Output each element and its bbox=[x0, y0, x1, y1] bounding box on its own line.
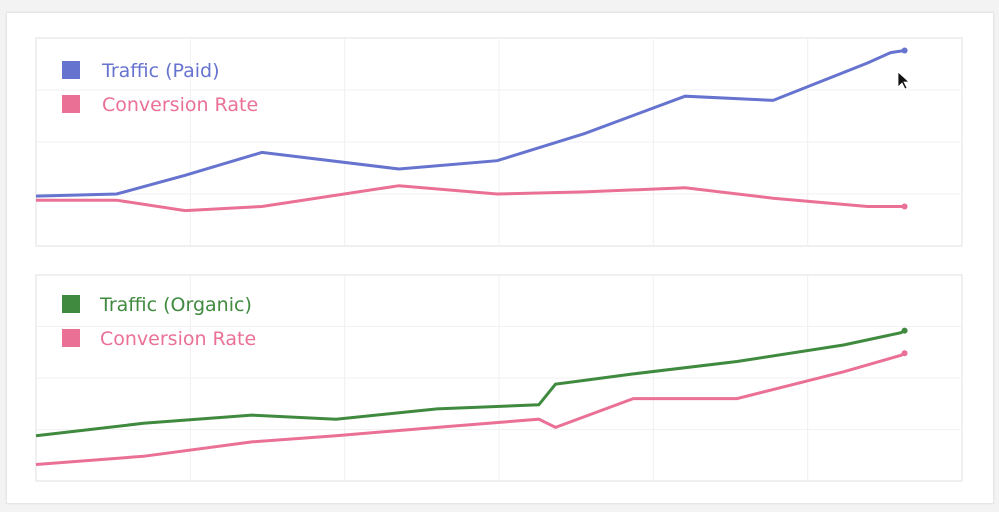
legend-swatch-traffic-paid bbox=[62, 61, 80, 79]
series-line-traffic-paid bbox=[35, 49, 905, 198]
series-endpoint-traffic-organic bbox=[901, 327, 908, 334]
legend-paid: Traffic (Paid) Conversion Rate bbox=[62, 60, 258, 116]
series-line-conversion-rate-organic bbox=[35, 351, 906, 466]
legend-swatch-traffic-organic bbox=[62, 295, 80, 313]
legend-swatch-conversion-rate-organic bbox=[62, 329, 80, 347]
chart-panel-organic: Traffic (Organic) Conversion Rate bbox=[35, 274, 963, 482]
legend-label-conversion-rate-organic: Conversion Rate bbox=[100, 328, 256, 350]
mouse-cursor-icon bbox=[897, 71, 911, 90]
series-endpoint-conversion-rate-organic bbox=[901, 350, 908, 357]
legend-label-traffic-organic: Traffic (Organic) bbox=[99, 294, 252, 316]
legend-label-conversion-rate-paid: Conversion Rate bbox=[102, 94, 258, 116]
chart-grid-organic bbox=[37, 276, 961, 480]
legend-label-traffic-paid: Traffic (Paid) bbox=[101, 60, 220, 82]
legend-organic: Traffic (Organic) Conversion Rate bbox=[62, 294, 256, 350]
legend-swatch-conversion-rate-paid bbox=[62, 95, 80, 113]
chart-panel-paid: Traffic (Paid) Conversion Rate bbox=[35, 37, 963, 247]
series-line-traffic-organic bbox=[35, 329, 906, 438]
series-line-conversion-rate-paid bbox=[36, 184, 905, 213]
series-endpoint-conversion-rate-paid bbox=[901, 203, 908, 210]
series-endpoint-traffic-paid bbox=[901, 47, 908, 54]
